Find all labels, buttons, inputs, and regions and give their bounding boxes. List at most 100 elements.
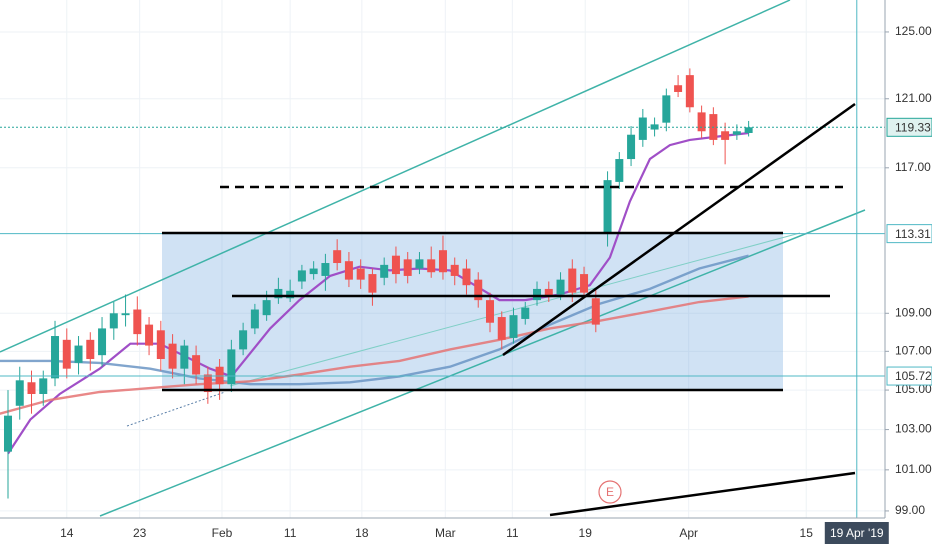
crosshair-box	[824, 522, 889, 544]
candle-body	[192, 355, 201, 375]
channel-line	[0, 0, 791, 353]
candle-body	[3, 415, 12, 452]
x-tick-label: 19	[579, 526, 593, 540]
candle-body	[239, 330, 248, 350]
event-circle[interactable]	[598, 480, 622, 504]
x-tick-label: 14	[60, 526, 74, 540]
candle-body	[427, 259, 436, 273]
price-marker-label: 113.31	[895, 227, 931, 241]
candle-body	[121, 313, 130, 316]
candle-body	[391, 255, 400, 275]
candle-body	[262, 300, 271, 316]
candle-body	[591, 298, 600, 325]
candle-body	[744, 127, 753, 133]
candle-body	[274, 288, 283, 299]
candle-body	[627, 134, 636, 160]
candle-body	[109, 313, 118, 329]
candle-body	[344, 261, 353, 280]
moving-average	[0, 295, 749, 415]
price-marker-label: 119.33	[895, 120, 931, 134]
x-tick-label: Mar	[435, 526, 456, 540]
y-tick-label: 101.00	[895, 462, 932, 476]
candle-body	[286, 290, 295, 299]
candle-body	[180, 345, 189, 369]
candle-body	[333, 250, 342, 264]
crosshair-label: 19 Apr '19	[830, 526, 884, 540]
event-label[interactable]: E	[606, 485, 614, 499]
x-tick-label: 11	[284, 526, 297, 540]
candle-body	[438, 250, 447, 273]
candle-body	[721, 131, 730, 140]
price-marker-box	[886, 366, 932, 386]
channel-line	[99, 209, 866, 517]
x-tick-label: 23	[133, 526, 147, 540]
y-tick-label: 107.00	[895, 343, 932, 357]
candle-body	[15, 380, 24, 406]
candle-body	[227, 349, 236, 385]
candle-body	[650, 124, 659, 130]
y-tick-label: 125.00	[895, 24, 932, 38]
x-tick-label: 11	[506, 526, 519, 540]
candle-body	[168, 343, 177, 369]
candle-body	[544, 288, 553, 297]
y-tick-label: 99.00	[895, 503, 925, 517]
candle-body	[638, 117, 647, 140]
candle-body	[86, 339, 95, 360]
candle-body	[51, 336, 60, 379]
candle-body	[662, 95, 671, 123]
candle-body	[62, 339, 71, 369]
x-tick-label: 18	[355, 526, 369, 540]
channel-line	[229, 232, 801, 387]
price-marker-label: 105.72	[895, 369, 932, 383]
candle-body	[98, 328, 107, 356]
y-tick-label: 103.00	[895, 422, 932, 436]
candle-body	[309, 268, 318, 275]
x-tick-label: 15	[800, 526, 814, 540]
candle-body	[156, 330, 165, 360]
candle-body	[145, 324, 154, 346]
candle-body	[368, 274, 377, 293]
trend-line	[549, 471, 856, 517]
candle-body	[674, 85, 683, 92]
candle-body	[321, 263, 330, 276]
candle-body	[580, 274, 589, 293]
y-tick-label: 109.00	[895, 305, 932, 319]
y-tick-label: 105.00	[895, 382, 932, 396]
candle-body	[203, 374, 212, 393]
candle-body	[556, 279, 565, 295]
candle-body	[732, 131, 741, 135]
trend-line	[502, 102, 856, 357]
candle-body	[509, 315, 518, 338]
candle-body	[356, 268, 365, 280]
price-marker-box	[886, 224, 932, 244]
candle-body	[39, 378, 48, 394]
candle-body	[603, 180, 612, 234]
candle-body	[568, 268, 577, 293]
candle-body	[615, 159, 624, 182]
candle-body	[497, 317, 506, 340]
candle-body	[297, 270, 306, 282]
price-marker-box	[886, 117, 932, 137]
candle-body	[533, 288, 542, 301]
candle-body	[462, 268, 471, 286]
candle-body	[403, 259, 412, 276]
candle-body	[521, 307, 530, 319]
dotted-line	[126, 391, 226, 427]
x-tick-label: Feb	[212, 526, 233, 540]
candle-body	[685, 75, 694, 108]
candle-body	[250, 309, 259, 329]
candle-body	[697, 112, 706, 132]
candle-body	[27, 382, 36, 394]
candle-body	[474, 279, 483, 301]
y-tick-label: 121.00	[895, 91, 932, 105]
candle-body	[485, 300, 494, 323]
candle-body	[74, 345, 83, 363]
candle-body	[415, 259, 424, 269]
labels: 125.00 121.00 117.00 109.00 107.00 105.00 103.…	[60, 24, 932, 544]
x-tick-label: Apr	[679, 526, 698, 540]
candle-body	[450, 264, 459, 276]
y-tick-label: 117.00	[895, 160, 931, 174]
candle-body	[133, 309, 142, 335]
